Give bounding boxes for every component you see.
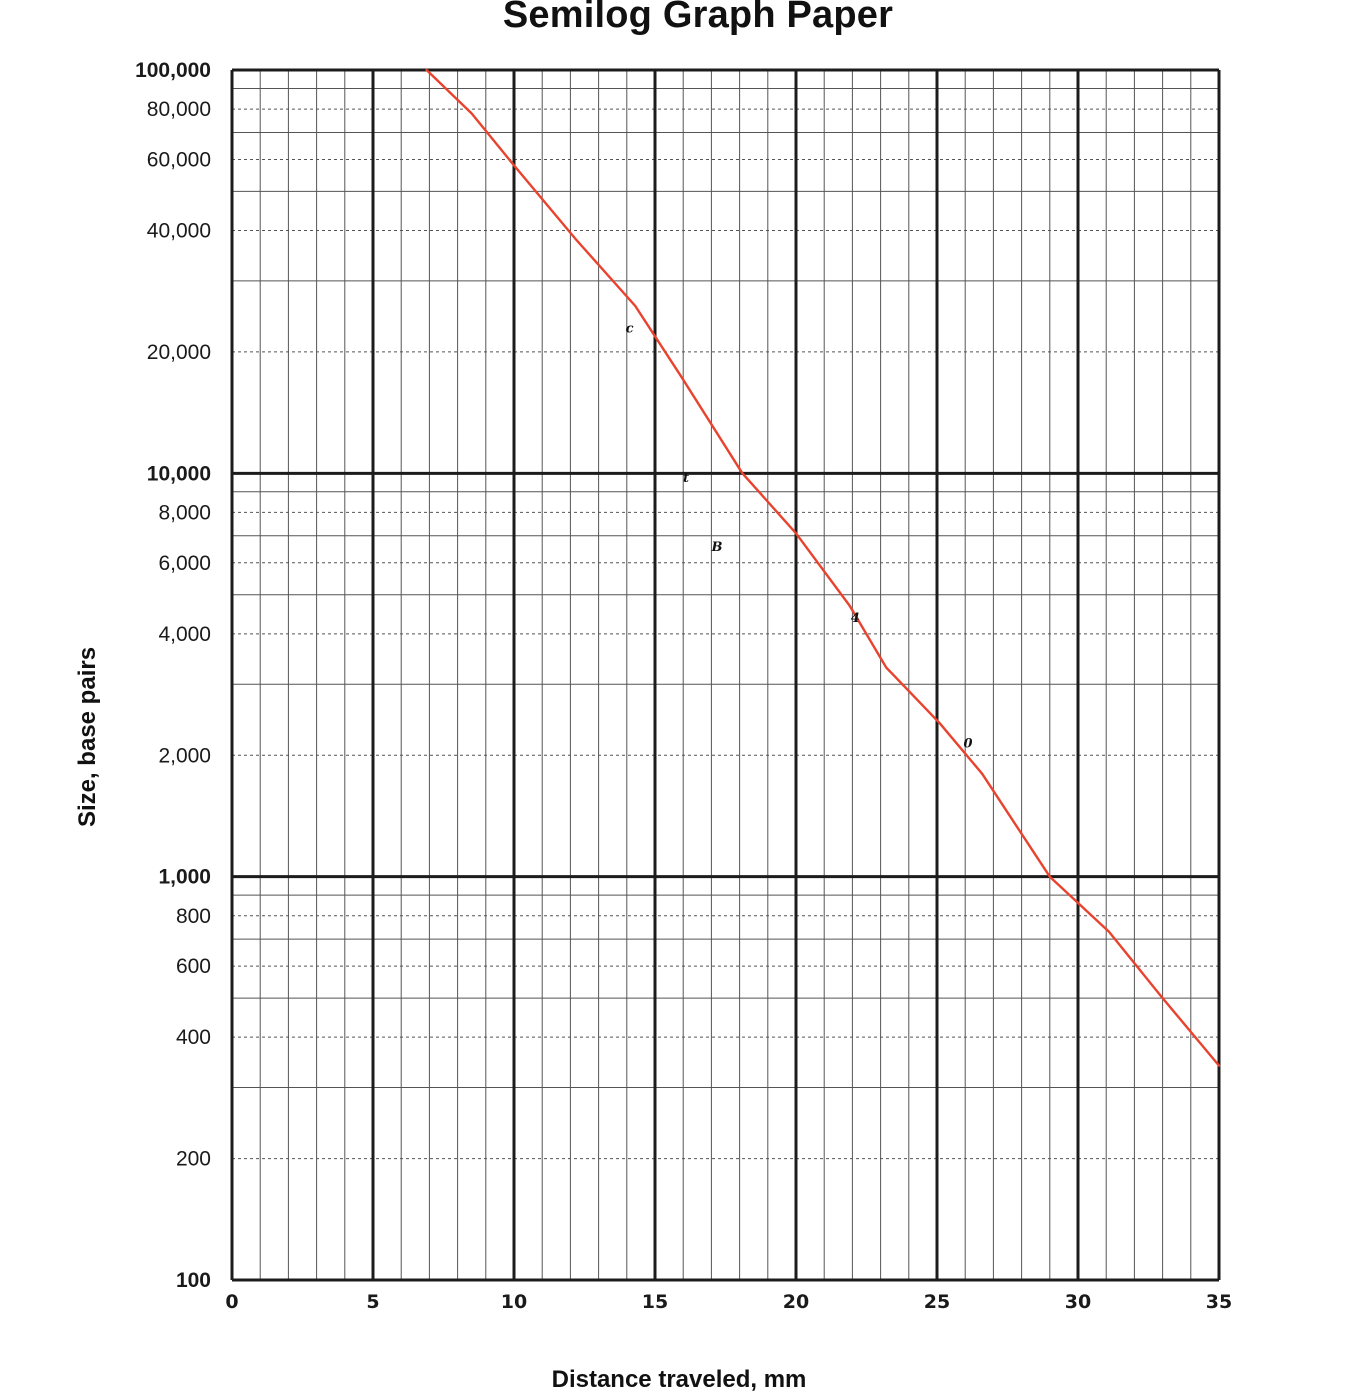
x-tick-label: 20 (783, 1291, 809, 1313)
x-tick-label: 5 (366, 1291, 379, 1313)
x-axis-label: Distance traveled, mm (551, 1366, 807, 1393)
y-tick-labels: 100 200 400 600 800 1,000 2,000 4,000 6,000 8,000… (135, 59, 211, 1292)
y-tick-label: 10,000 (147, 462, 211, 485)
series-point (634, 305, 636, 307)
x-tick-label: 10 (501, 1291, 527, 1313)
x-tick-label: 30 (1065, 1291, 1091, 1313)
x-tick-label: 25 (924, 1291, 950, 1313)
y-tick-label: 600 (176, 955, 211, 978)
y-tick-label: 800 (176, 905, 211, 928)
series-point (939, 722, 941, 724)
grid-minor (232, 70, 1219, 1280)
series-line (425, 68, 1221, 1067)
y-tick-label: 100 (176, 1269, 211, 1292)
series-point (795, 532, 797, 534)
x-tick-label: 35 (1206, 1291, 1232, 1313)
y-tick-label: 80,000 (147, 98, 211, 121)
series-point (425, 69, 428, 71)
series-point (1049, 876, 1051, 878)
annotation-mark: 0 (963, 737, 972, 752)
annotation-mark: c (626, 321, 634, 336)
series-point (513, 164, 515, 167)
series-point (679, 374, 681, 376)
series-point (471, 112, 473, 115)
series-point (1162, 997, 1164, 999)
series-point (848, 604, 851, 607)
grid-major (230, 68, 1221, 1282)
y-tick-label: 40,000 (147, 220, 211, 243)
annotation-mark: 4 (851, 611, 860, 626)
y-tick-label: 2,000 (158, 744, 211, 767)
annotation-mark: t (683, 471, 689, 486)
x-tick-label: 15 (642, 1291, 668, 1313)
x-tick-labels: 0 5 10 15 20 25 30 35 (225, 1291, 1232, 1313)
y-tick-label: 100,000 (135, 59, 211, 82)
series-point (885, 666, 887, 669)
series-point (1108, 931, 1110, 933)
x-tick-label: 0 (225, 1291, 238, 1313)
y-tick-label: 6,000 (158, 552, 211, 575)
y-tick-label: 400 (176, 1026, 211, 1049)
y-tick-label: 200 (176, 1148, 211, 1171)
series-point (741, 472, 744, 474)
y-tick-label: 20,000 (147, 341, 211, 364)
annotation-mark: B (711, 540, 723, 555)
series-point (981, 773, 983, 775)
y-tick-label: 60,000 (147, 148, 211, 171)
grid-dashed (232, 108, 1219, 1160)
y-tick-label: 1,000 (158, 866, 211, 889)
series-point (1218, 1065, 1220, 1067)
series-point (575, 238, 577, 241)
chart-title: Semilog Graph Paper (502, 0, 894, 36)
y-tick-label: 4,000 (158, 623, 211, 646)
y-tick-label: 8,000 (158, 501, 211, 524)
series-layer (425, 68, 1221, 1067)
annotation-layer: c t B 4 0 (626, 321, 973, 751)
